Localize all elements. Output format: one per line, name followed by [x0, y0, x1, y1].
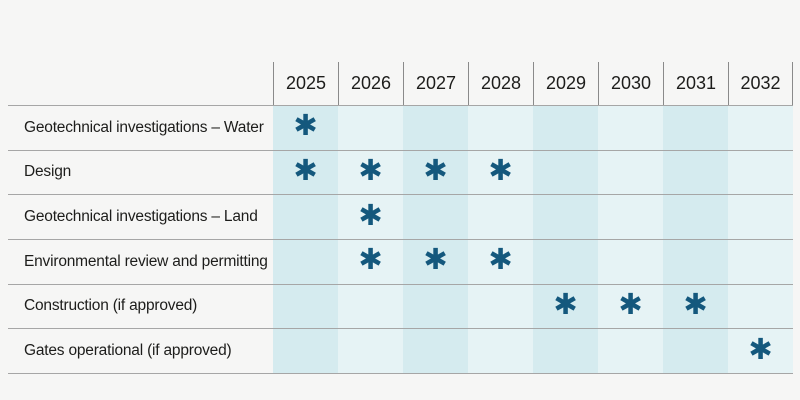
milestone-asterisk-icon: ✱ [293, 154, 318, 187]
timeline-cell-2029 [533, 239, 598, 284]
timeline-body: Geotechnical investigations – Water ✱ Desi… [8, 105, 793, 374]
timeline-cell-2028 [468, 106, 533, 150]
timeline-cell-2027 [403, 106, 468, 150]
row-label: Design [24, 163, 72, 181]
milestone-asterisk-icon: ✱ [358, 244, 383, 277]
timeline-cell-2031: ✱ [663, 284, 728, 329]
table-row: Geotechnical investigations – Land ✱ [8, 195, 793, 240]
timeline-cell-2026: ✱ [338, 195, 403, 239]
timeline-cell-2031 [663, 150, 728, 195]
year-header-2025: 2025 [273, 62, 338, 105]
timeline-cell-2031 [663, 195, 728, 239]
timeline-cell-2030 [598, 150, 663, 195]
table-row: Environmental review and permitting ✱ ✱ ✱ [8, 239, 793, 285]
timeline-cell-2025 [273, 329, 338, 373]
row-label: Geotechnical investigations – Land [24, 208, 258, 226]
timeline-cell-2029 [533, 106, 598, 150]
milestone-asterisk-icon: ✱ [488, 154, 513, 187]
milestone-asterisk-icon: ✱ [358, 154, 383, 187]
timeline-cell-2026 [338, 284, 403, 329]
timeline-cell-2031 [663, 106, 728, 150]
timeline-cell-2025 [273, 284, 338, 329]
milestone-asterisk-icon: ✱ [748, 333, 773, 366]
year-header-row: 2025 2026 2027 2028 2029 2030 2031 2032 [273, 62, 793, 105]
timeline-cell-2027: ✱ [403, 239, 468, 284]
year-header-2028: 2028 [468, 62, 533, 105]
table-row: Design ✱ ✱ ✱ ✱ [8, 150, 793, 196]
timeline-cell-2028 [468, 284, 533, 329]
timeline-cell-2026 [338, 329, 403, 373]
year-header-2030: 2030 [598, 62, 663, 105]
timeline-cell-2027: ✱ [403, 150, 468, 195]
timeline-cell-2029 [533, 195, 598, 239]
timeline-cell-2027 [403, 284, 468, 329]
timeline-cell-2030 [598, 329, 663, 373]
timeline-cell-2025 [273, 195, 338, 239]
timeline-cell-2028: ✱ [468, 239, 533, 284]
timeline-cell-2031 [663, 329, 728, 373]
milestone-asterisk-icon: ✱ [553, 288, 578, 321]
timeline-cell-2026: ✱ [338, 239, 403, 284]
year-header-2031: 2031 [663, 62, 728, 105]
milestone-asterisk-icon: ✱ [618, 288, 643, 321]
timeline-cell-2029 [533, 329, 598, 373]
row-label: Construction (if approved) [24, 297, 198, 315]
milestone-asterisk-icon: ✱ [488, 244, 513, 277]
timeline-cell-2031 [663, 239, 728, 284]
timeline-cell-2032 [728, 106, 793, 150]
timeline-cell-2027 [403, 329, 468, 373]
milestone-asterisk-icon: ✱ [358, 199, 383, 232]
timeline-cell-2028 [468, 329, 533, 373]
timeline-cell-2028 [468, 195, 533, 239]
timeline-cell-2030 [598, 106, 663, 150]
timeline-cell-2032: ✱ [728, 329, 793, 373]
timeline-cell-2026 [338, 106, 403, 150]
year-header-2029: 2029 [533, 62, 598, 105]
timeline-cell-2025: ✱ [273, 150, 338, 195]
row-label: Geotechnical investigations – Water [24, 118, 264, 136]
timeline-table: 2025 2026 2027 2028 2029 2030 2031 2032 Geotech… [8, 62, 793, 374]
timeline-cell-2030 [598, 239, 663, 284]
row-label: Gates operational (if approved) [24, 342, 232, 360]
year-header-2032: 2032 [728, 62, 793, 105]
timeline-cell-2032 [728, 195, 793, 239]
timeline-cell-2025 [273, 239, 338, 284]
table-row: Construction (if approved) ✱ ✱ ✱ [8, 284, 793, 330]
milestone-asterisk-icon: ✱ [423, 244, 448, 277]
milestone-asterisk-icon: ✱ [423, 154, 448, 187]
table-row: Gates operational (if approved) ✱ [8, 329, 793, 374]
timeline-cell-2029: ✱ [533, 284, 598, 329]
timeline-cell-2027 [403, 195, 468, 239]
timeline-cell-2025: ✱ [273, 106, 338, 150]
year-header-2026: 2026 [338, 62, 403, 105]
timeline-cell-2032 [728, 150, 793, 195]
timeline-cell-2030: ✱ [598, 284, 663, 329]
milestone-asterisk-icon: ✱ [683, 288, 708, 321]
timeline-cell-2032 [728, 239, 793, 284]
timeline-cell-2029 [533, 150, 598, 195]
year-header-2027: 2027 [403, 62, 468, 105]
timeline-cell-2026: ✱ [338, 150, 403, 195]
timeline-cell-2028: ✱ [468, 150, 533, 195]
row-label: Environmental review and permitting [24, 252, 268, 270]
table-row: Geotechnical investigations – Water ✱ [8, 106, 793, 151]
timeline-cell-2032 [728, 284, 793, 329]
milestone-asterisk-icon: ✱ [293, 110, 318, 143]
timeline-cell-2030 [598, 195, 663, 239]
